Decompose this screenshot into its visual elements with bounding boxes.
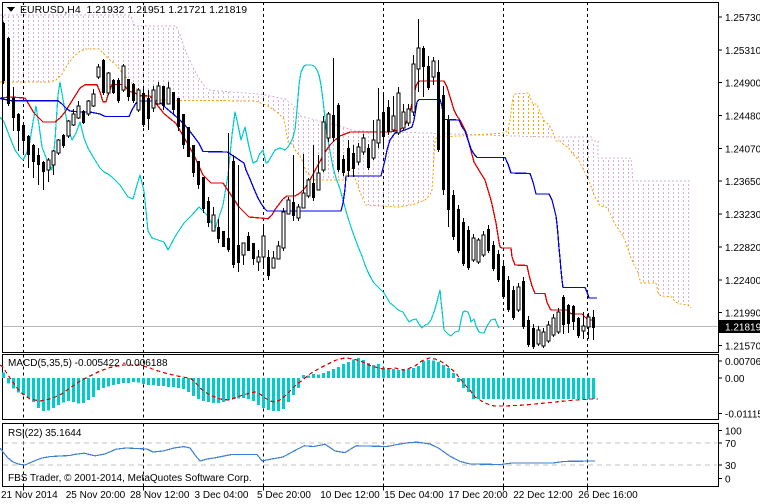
svg-text:MACD(5,35,5) -0.005422 -0.0061: MACD(5,35,5) -0.005422 -0.006188 — [8, 358, 168, 369]
svg-text:0.00: 0.00 — [725, 374, 745, 385]
svg-text:0.007063: 0.007063 — [725, 357, 760, 368]
svg-text:RSI(22) 35.1644: RSI(22) 35.1644 — [8, 428, 82, 439]
svg-text:5 Dec 20:00: 5 Dec 20:00 — [257, 490, 311, 501]
svg-text:1.25310: 1.25310 — [725, 46, 760, 57]
svg-text:EURUSD,H4 1.21932 1.21951 1.2: EURUSD,H4 1.21932 1.21951 1.21721 1.2181… — [20, 4, 247, 16]
svg-text:FBS Trader, © 2001-2014, MetaQ: FBS Trader, © 2001-2014, MetaQuotes Soft… — [8, 473, 252, 484]
svg-text:1.21990: 1.21990 — [725, 309, 760, 320]
svg-text:21 Nov 2014: 21 Nov 2014 — [1, 490, 58, 501]
svg-text:1.23650: 1.23650 — [725, 177, 760, 188]
svg-text:1.21819: 1.21819 — [725, 323, 760, 334]
svg-text:1.22820: 1.22820 — [725, 243, 760, 254]
svg-text:22 Dec 12:00: 22 Dec 12:00 — [513, 490, 573, 501]
svg-text:100: 100 — [725, 427, 742, 438]
svg-text:26 Dec 16:00: 26 Dec 16:00 — [578, 490, 638, 501]
svg-text:70: 70 — [725, 439, 737, 450]
svg-text:10 Dec 12:00: 10 Dec 12:00 — [320, 490, 380, 501]
svg-text:15 Dec 04:00: 15 Dec 04:00 — [384, 490, 444, 501]
svg-text:0: 0 — [725, 475, 731, 486]
svg-text:3 Dec 04:00: 3 Dec 04:00 — [195, 490, 249, 501]
svg-text:1.23230: 1.23230 — [725, 210, 760, 221]
svg-text:1.24480: 1.24480 — [725, 112, 760, 123]
svg-text:1.25730: 1.25730 — [725, 13, 760, 24]
svg-text:17 Dec 20:00: 17 Dec 20:00 — [448, 490, 508, 501]
svg-text:30: 30 — [725, 461, 737, 472]
svg-text:25 Nov 20:00: 25 Nov 20:00 — [66, 490, 126, 501]
svg-text:-0.011151: -0.011151 — [725, 410, 760, 421]
svg-text:28 Nov 12:00: 28 Nov 12:00 — [130, 490, 190, 501]
svg-text:1.22400: 1.22400 — [725, 276, 760, 287]
svg-text:1.21570: 1.21570 — [725, 342, 760, 353]
svg-text:1.24900: 1.24900 — [725, 79, 760, 90]
svg-text:1.24070: 1.24070 — [725, 144, 760, 155]
